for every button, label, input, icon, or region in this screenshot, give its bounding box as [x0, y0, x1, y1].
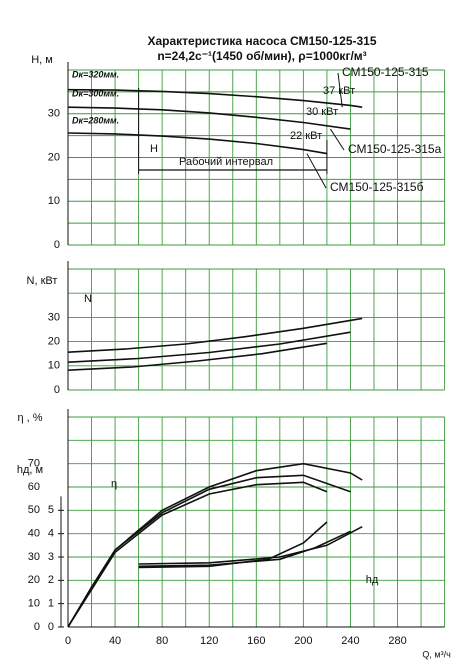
- y-tick-label: 40: [28, 528, 40, 540]
- y2-tick-label: 4: [48, 528, 54, 540]
- annotation: 22 кВт: [290, 130, 322, 142]
- curve: [138, 525, 363, 565]
- y2-tick-label: 1: [48, 598, 54, 610]
- curve: [67, 132, 328, 155]
- curve: [67, 481, 328, 628]
- y2-tick-label: 0: [48, 621, 54, 633]
- y-tick-label: 50: [28, 504, 40, 516]
- x-tick-label: 200: [294, 635, 312, 647]
- curve: [67, 317, 363, 353]
- x-tick-label: 120: [200, 635, 218, 647]
- curve: [67, 106, 351, 130]
- leader: [337, 72, 343, 108]
- annotation: H: [150, 143, 158, 155]
- annotation: hд: [366, 574, 379, 586]
- chart-subtitle: n=24,2с⁻¹(1450 об/мин), ρ=1000кг/м³: [157, 49, 366, 63]
- x-tick-label: 40: [109, 635, 121, 647]
- y-tick-label: 10: [28, 598, 40, 610]
- series-name: СМ150-125-315а: [348, 142, 442, 156]
- y-tick-label: 60: [28, 481, 40, 493]
- annotation: Dк=300мм.: [72, 88, 119, 98]
- x-tick-label: 160: [247, 635, 265, 647]
- annotation: Dк=320мм.: [72, 69, 119, 79]
- annotation: 37 кВт: [323, 85, 355, 97]
- y-tick-label: 30: [48, 108, 60, 120]
- curve: [67, 331, 351, 363]
- y-tick-label: 20: [48, 336, 60, 348]
- curve: [138, 521, 328, 569]
- annotation: Рабочий интервал: [179, 156, 273, 168]
- y-tick-label: 10: [48, 195, 60, 207]
- curve: [138, 530, 351, 568]
- y-axis-label: N, кВт: [27, 275, 58, 287]
- series-name: СМ150-125-315б: [330, 180, 424, 194]
- x-tick-label: 240: [341, 635, 359, 647]
- x-axis-label: Q, м³/ч: [422, 649, 451, 659]
- x-tick-label: 0: [65, 635, 71, 647]
- leader: [330, 128, 345, 151]
- curve: [67, 342, 328, 371]
- chart-title: Характеристика насоса СМ150-125-315: [147, 34, 376, 48]
- series-name: СМ150-125-315: [342, 65, 429, 79]
- y-axis-label: η , %: [17, 412, 42, 424]
- curve: [67, 88, 363, 108]
- x-tick-label: 80: [156, 635, 168, 647]
- annotation: N: [84, 293, 92, 305]
- curve: [67, 474, 351, 628]
- annotation: Dк=280мм.: [72, 115, 119, 125]
- annotation: η: [111, 478, 117, 490]
- y-axis-label: H, м: [31, 54, 53, 66]
- annotation: 30 кВт: [306, 106, 338, 118]
- y2-tick-label: 2: [48, 574, 54, 586]
- y-tick-label: 10: [48, 360, 60, 372]
- leader: [306, 153, 327, 189]
- y-tick-label: 20: [28, 574, 40, 586]
- y2-tick-label: 5: [48, 504, 54, 516]
- x-tick-label: 280: [388, 635, 406, 647]
- y-tick-label: 20: [48, 151, 60, 163]
- y-tick-label: 30: [28, 551, 40, 563]
- y-tick-label: 0: [34, 621, 40, 633]
- y-tick-label: 0: [54, 384, 60, 396]
- y2-tick-label: 3: [48, 551, 54, 563]
- y-tick-label: 70: [28, 458, 40, 470]
- y-tick-label: 0: [54, 239, 60, 251]
- y-tick-label: 30: [48, 311, 60, 323]
- y2-axis-label: hд, м: [17, 464, 43, 476]
